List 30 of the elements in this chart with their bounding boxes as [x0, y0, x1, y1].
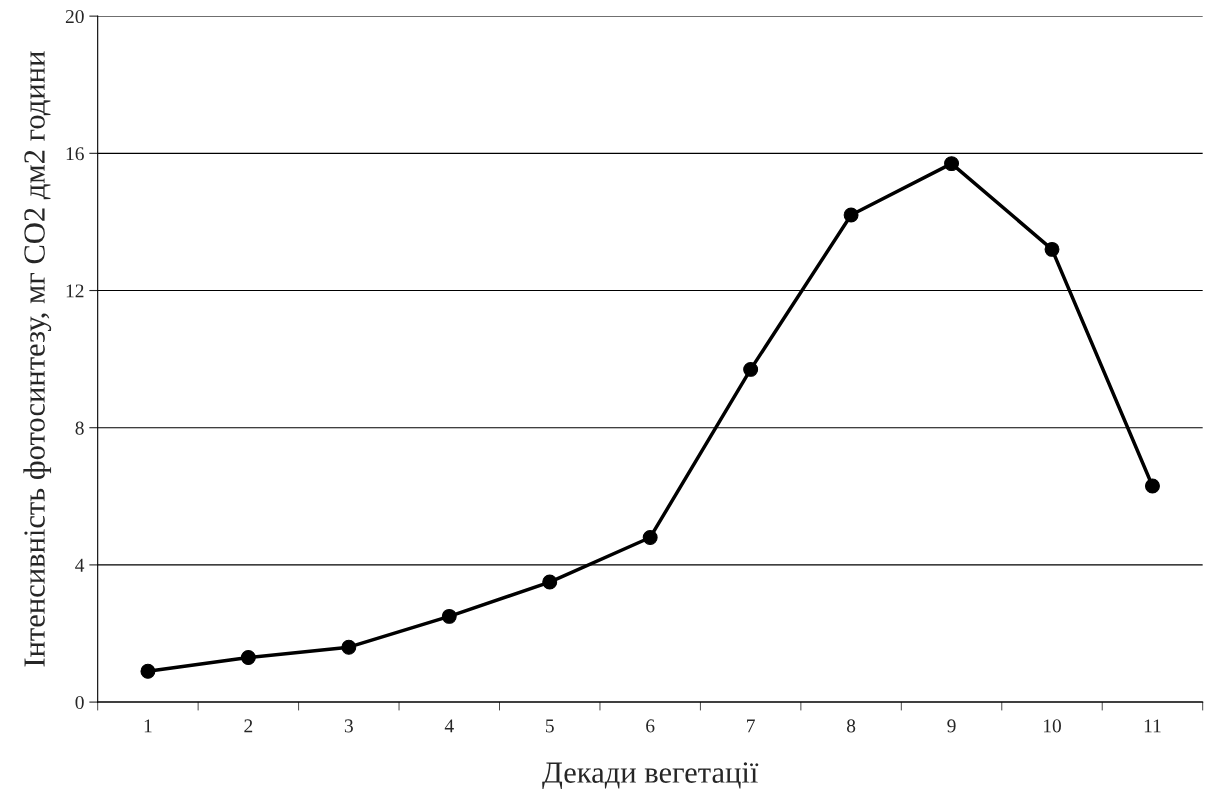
x-tick-label: 4: [444, 719, 454, 733]
x-tick-label: 9: [947, 719, 956, 733]
y-axis-title: Інтенсивність фотосинтезу, мг CO2 дм2 години: [23, 51, 52, 667]
x-tick-label: 8: [846, 719, 856, 733]
x-tick-label: 11: [1144, 719, 1161, 733]
y-tick-label: 8: [75, 421, 84, 435]
point: [743, 361, 759, 377]
y-tick-label: 12: [66, 284, 84, 298]
point: [140, 663, 156, 679]
y-tick-label: 16: [66, 147, 84, 161]
point: [843, 207, 859, 223]
point: [944, 156, 960, 172]
x-tick-label: 5: [546, 719, 554, 733]
y-tick-label: 0: [75, 695, 84, 710]
y-tick-label: 4: [75, 558, 85, 572]
x-tick-label: 1: [144, 719, 152, 733]
point: [642, 530, 658, 545]
x-tick-label: 6: [646, 719, 655, 733]
x-tick-label: 2: [244, 719, 253, 733]
point: [1044, 241, 1060, 257]
point: [341, 639, 357, 655]
x-tick-label: 10: [1043, 719, 1061, 733]
x-axis-title: Декади вегетації: [542, 762, 759, 790]
y-tick-label: 20: [65, 9, 84, 24]
x-tick-label: 7: [747, 719, 755, 733]
point: [542, 574, 558, 590]
point: [1144, 478, 1160, 494]
x-tick-label: 3: [344, 719, 353, 733]
point: [441, 608, 457, 624]
point: [240, 650, 256, 665]
